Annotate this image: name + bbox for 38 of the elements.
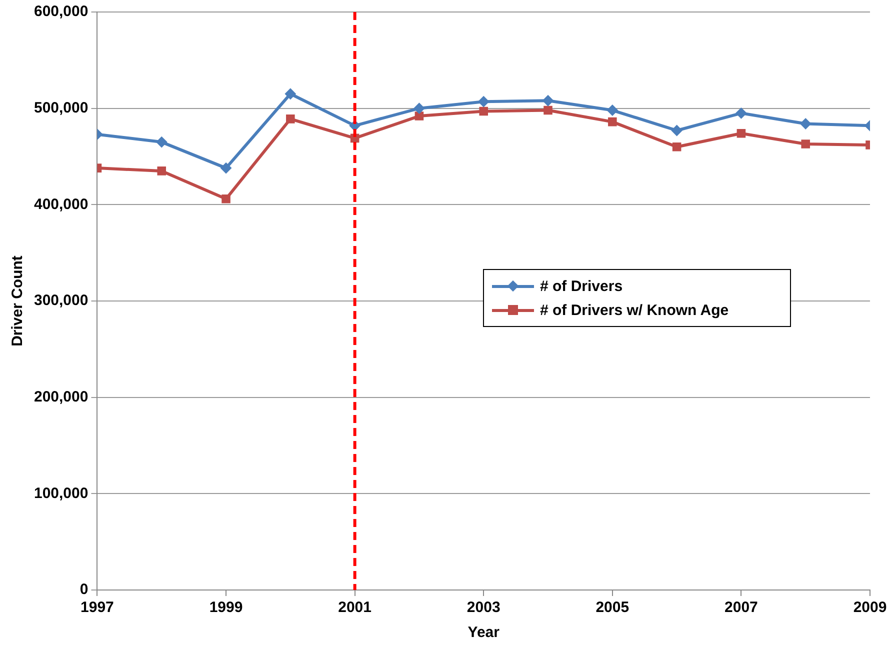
point <box>800 118 812 130</box>
point <box>544 106 552 115</box>
x-tick-label: 1997 <box>80 599 114 616</box>
y-tick-label: 400,000 <box>34 196 88 213</box>
point <box>736 128 746 138</box>
y-tick-label: 300,000 <box>34 292 88 310</box>
legend-label: # of Drivers <box>540 278 623 294</box>
y-tick-label: 0 <box>80 581 88 598</box>
point <box>414 112 424 120</box>
point <box>542 95 554 106</box>
point <box>478 96 490 108</box>
x-axis-title: Year <box>468 624 500 642</box>
point <box>801 140 810 148</box>
x-tick-label: 2007 <box>724 599 758 616</box>
point <box>479 106 488 116</box>
point <box>671 124 682 136</box>
y-tick-label: 600,000 <box>34 3 88 20</box>
x-tick-label: 1999 <box>209 599 243 616</box>
legend-label: # of Drivers w/ Known Age <box>540 302 729 318</box>
x-tick-label: 2005 <box>596 599 630 616</box>
point <box>157 166 166 176</box>
point <box>608 117 617 126</box>
point <box>220 162 232 174</box>
point <box>284 88 296 100</box>
point <box>672 142 682 152</box>
x-tick-label: 2001 <box>338 599 372 616</box>
point <box>736 108 747 119</box>
point <box>156 136 168 148</box>
y-axis-title: Driver Count <box>9 256 26 346</box>
point <box>286 114 295 124</box>
y-tick-label: 200,000 <box>34 388 88 406</box>
x-tick-label: 2009 <box>853 599 887 616</box>
point <box>222 194 230 204</box>
point <box>606 104 618 116</box>
point <box>414 102 425 114</box>
x-tick-label: 2003 <box>466 599 500 616</box>
y-tick-label: 500,000 <box>34 99 88 116</box>
y-tick-label: 100,000 <box>34 484 88 502</box>
